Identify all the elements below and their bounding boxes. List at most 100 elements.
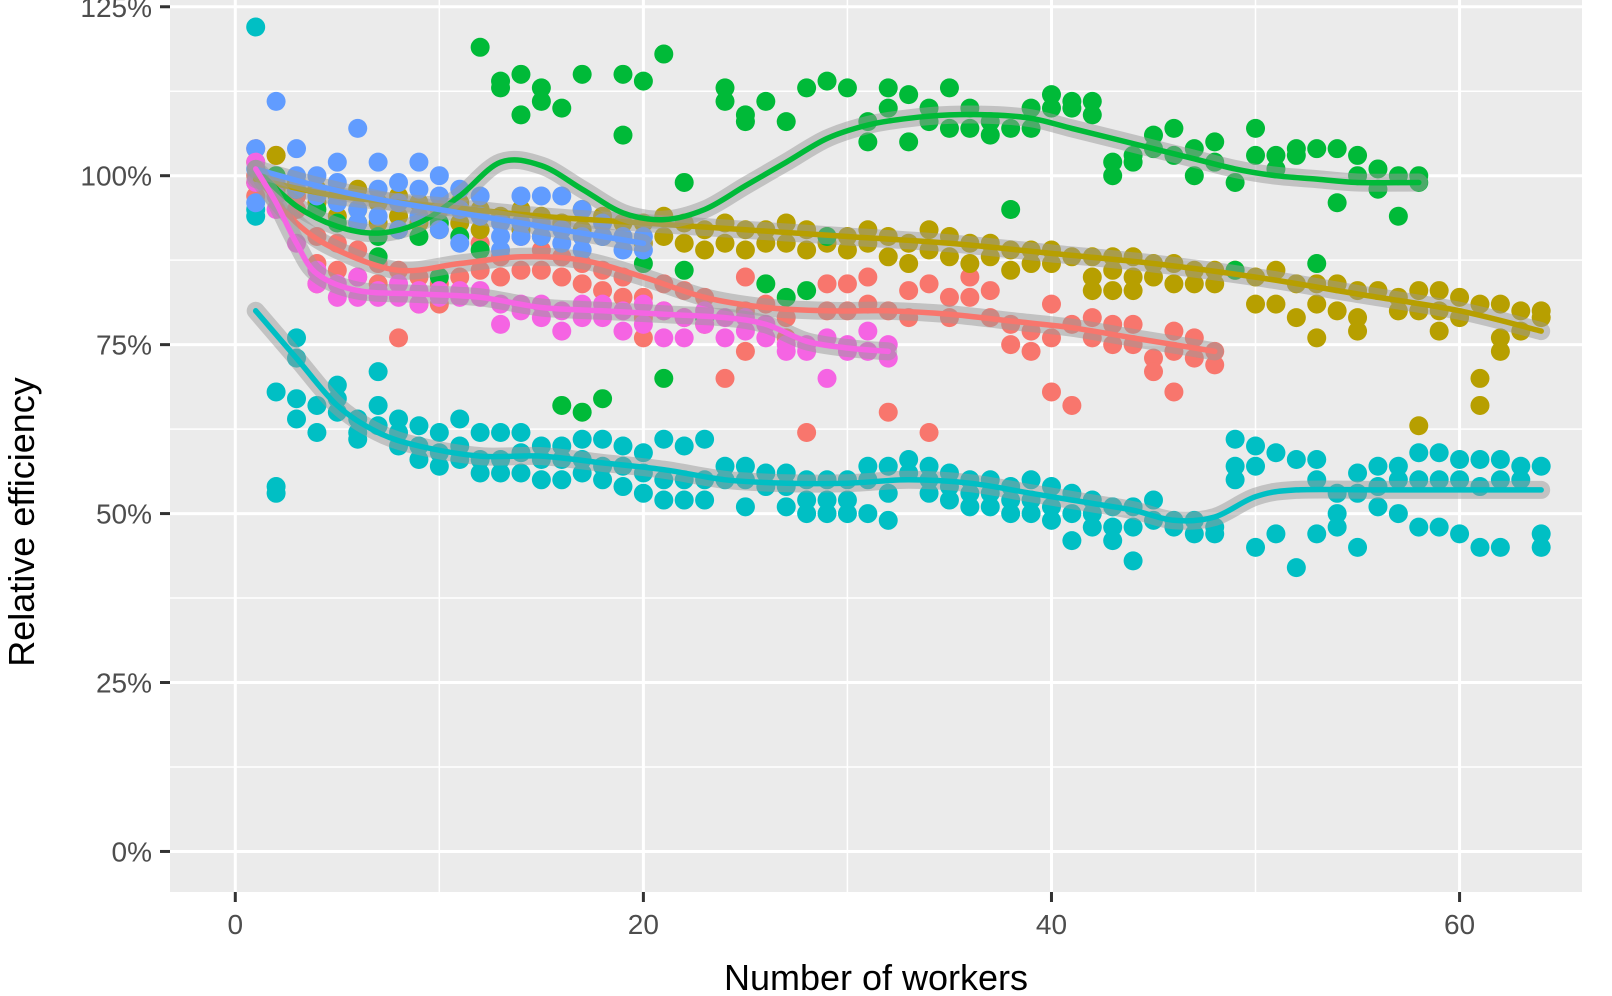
data-point-series-4 [1307,450,1327,470]
data-point-series-2 [1429,281,1449,301]
data-point-series-2 [1307,294,1327,314]
data-point-series-1 [1001,335,1021,355]
data-point-series-4 [470,463,490,483]
data-point-series-4 [1266,524,1286,544]
data-point-series-4 [1348,463,1368,483]
data-point-series-3 [552,98,572,118]
data-point-series-4 [1327,517,1347,537]
data-point-series-4 [1490,450,1510,470]
data-point-series-5 [429,220,449,240]
data-point-series-2 [1429,321,1449,341]
data-point-series-4 [552,470,572,490]
data-point-series-4 [450,409,470,429]
smooth-line-series-6 [252,166,891,355]
panel-background [170,0,1582,892]
data-point-series-2 [1082,267,1102,287]
data-point-series-5 [287,139,307,159]
data-point-series-1 [960,267,980,287]
data-point-series-1 [1144,348,1164,368]
data-point-series-4 [1225,429,1245,449]
data-point-series-4 [1123,551,1143,571]
data-point-series-3 [654,44,674,64]
data-point-series-2 [1409,416,1429,436]
data-point-series-5 [552,186,572,206]
data-point-series-4 [613,436,633,456]
data-point-series-4 [1409,443,1429,463]
data-point-series-1 [1041,294,1061,314]
data-point-series-3 [1307,254,1327,274]
x-tick-label: 0 [228,909,244,940]
data-point-series-3 [1266,145,1286,165]
data-point-series-4 [348,429,368,449]
data-point-series-5 [450,233,470,253]
data-point-series-3 [899,85,919,105]
data-point-series-2 [1348,308,1368,328]
data-point-series-4 [735,456,755,476]
data-point-series-4 [511,463,531,483]
data-point-series-2 [1286,308,1306,328]
data-point-series-4 [674,490,694,510]
data-point-series-1 [389,328,409,348]
data-point-series-4 [1307,524,1327,544]
data-point-series-4 [776,497,796,517]
data-point-series-3 [735,112,755,132]
data-point-series-3 [1123,152,1143,172]
y-tick-label: 0% [112,836,152,867]
data-point-series-4 [1246,436,1266,456]
x-tick-label: 20 [628,909,659,940]
data-point-series-1 [939,287,959,307]
data-point-series-3 [756,91,776,111]
data-point-series-6 [858,321,878,341]
data-point-series-1 [735,341,755,361]
data-point-series-3 [511,64,531,84]
data-point-series-3 [531,78,551,98]
data-point-series-4 [837,504,857,524]
data-point-series-2 [1266,294,1286,314]
smooth-line-series-1 [252,172,1218,355]
data-point-series-4 [1246,456,1266,476]
data-point-series-4 [1388,504,1408,524]
data-point-series-3 [980,125,1000,145]
data-point-series-3 [1307,139,1327,159]
data-point-series-1 [715,368,735,388]
data-point-series-4 [1103,531,1123,551]
data-point-series-3 [715,78,735,98]
data-point-series-4 [878,510,898,530]
data-point-series-5 [491,227,511,247]
smooth-line-series-5 [252,166,647,247]
axes: 0 20 40 60 0% 25% 50% 75% 100% 125% [80,0,1475,940]
data-point-series-3 [1041,85,1061,105]
data-point-series-4 [511,422,531,442]
data-point-series-2 [1348,321,1368,341]
data-point-series-3 [1103,166,1123,186]
data-point-series-5 [511,186,531,206]
data-point-series-4 [491,463,511,483]
data-point-series-3 [1062,98,1082,118]
data-point-series-1 [735,267,755,287]
data-point-series-1 [960,287,980,307]
data-point-series-3 [491,78,511,98]
data-point-series-4 [1531,524,1551,544]
x-tick-label: 60 [1444,909,1475,940]
data-point-series-3 [1184,166,1204,186]
data-point-series-2 [899,254,919,274]
data-point-series-4 [368,395,388,415]
data-point-series-5 [389,172,409,192]
data-point-series-4 [633,443,653,463]
data-point-series-3 [1103,152,1123,172]
data-point-series-2 [1470,368,1490,388]
data-point-series-2 [1490,294,1510,314]
y-tick-label: 25% [96,668,152,699]
data-point-series-4 [1021,504,1041,524]
data-point-series-1 [919,274,939,294]
data-point-series-4 [1368,456,1388,476]
data-point-series-4 [307,422,327,442]
data-point-series-5 [531,186,551,206]
data-point-series-4 [654,490,674,510]
data-point-series-4 [1531,537,1551,557]
data-point-series-2 [1184,274,1204,294]
data-point-series-3 [531,91,551,111]
data-point-series-1 [491,267,511,287]
data-point-series-4 [368,362,388,382]
data-point-series-3 [960,118,980,138]
